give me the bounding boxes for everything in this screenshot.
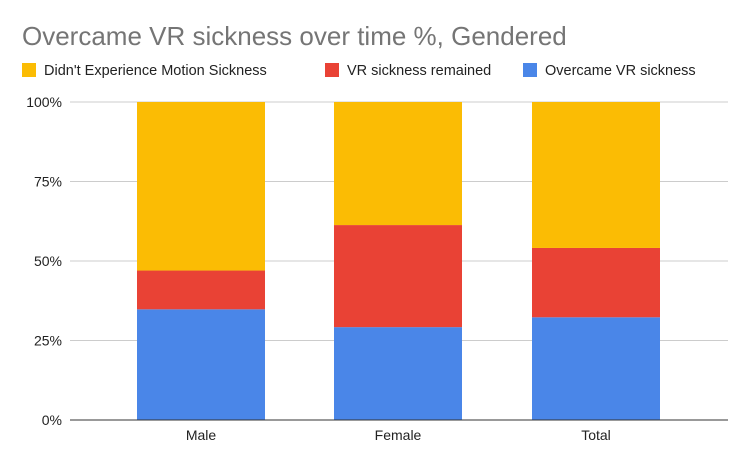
x-tick-label: Total xyxy=(581,427,611,443)
bar-segment-male-2 xyxy=(137,102,265,271)
bar-segment-female-1 xyxy=(334,225,462,328)
y-tick-labels: 0% 25% 50% 75% 100% xyxy=(26,94,62,428)
legend-label-didnt-experience: Didn't Experience Motion Sickness xyxy=(44,63,267,79)
x-tick-label: Male xyxy=(186,427,217,443)
legend-swatch-didnt-experience xyxy=(22,63,36,77)
y-tick-label: 25% xyxy=(34,333,62,349)
y-tick-label: 50% xyxy=(34,253,62,269)
bars xyxy=(137,102,660,420)
bar-segment-total-0 xyxy=(532,317,660,420)
y-tick-label: 0% xyxy=(42,412,62,428)
y-tick-label: 100% xyxy=(26,94,62,110)
legend: Didn't Experience Motion Sickness VR sic… xyxy=(22,63,696,79)
bar-segment-female-2 xyxy=(334,102,462,226)
legend-label-overcame-vr-sickness: Overcame VR sickness xyxy=(545,63,696,79)
chart-title: Overcame VR sickness over time %, Gender… xyxy=(22,21,567,51)
x-tick-labels: Male Female Total xyxy=(186,427,611,443)
bar-segment-male-1 xyxy=(137,270,265,310)
y-tick-label: 75% xyxy=(34,174,62,190)
x-tick-label: Female xyxy=(375,427,422,443)
legend-label-vr-sickness-remained: VR sickness remained xyxy=(347,63,491,79)
legend-swatch-overcame-vr-sickness xyxy=(523,63,537,77)
bar-segment-total-1 xyxy=(532,247,660,318)
legend-swatch-vr-sickness-remained xyxy=(325,63,339,77)
bar-segment-female-0 xyxy=(334,327,462,420)
bar-segment-total-2 xyxy=(532,102,660,248)
bar-segment-male-0 xyxy=(137,309,265,420)
